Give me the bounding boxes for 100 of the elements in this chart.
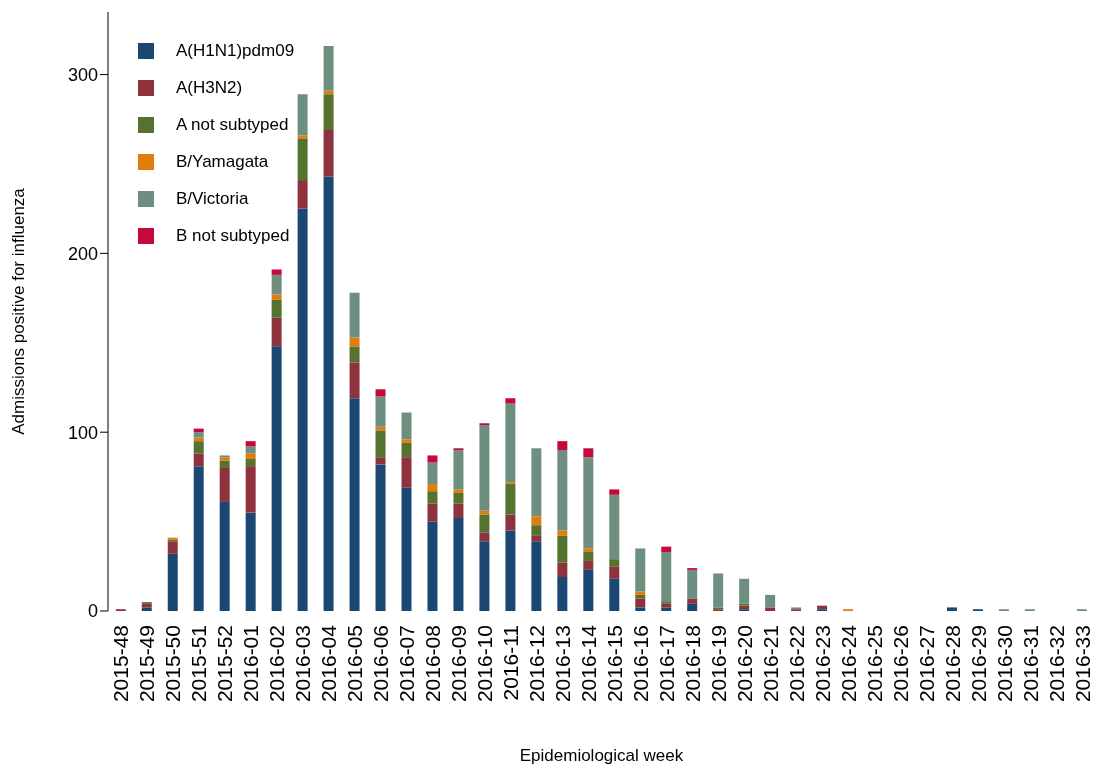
bar	[219, 460, 230, 468]
bar	[946, 607, 957, 611]
bar	[531, 525, 542, 536]
bar	[167, 541, 178, 554]
bar	[401, 457, 412, 488]
bar	[583, 457, 594, 549]
x-tick-label: 2016-33	[1070, 625, 1094, 703]
y-tick-label: 0	[87, 601, 98, 622]
bar	[427, 462, 438, 485]
x-tick-label: 2016-14	[577, 624, 601, 703]
bar	[505, 530, 516, 611]
bar	[323, 176, 334, 611]
bar	[531, 535, 542, 542]
x-tick-label: 2016-24	[836, 624, 860, 703]
bar	[349, 398, 360, 611]
bar	[505, 484, 516, 515]
bar	[661, 546, 672, 552]
x-tick-label: 2016-27	[914, 625, 938, 703]
bar	[531, 516, 542, 526]
bar	[427, 503, 438, 522]
legend-label: A not subtyped	[176, 114, 289, 135]
bar	[427, 455, 438, 463]
bar	[401, 442, 412, 458]
bar	[687, 603, 698, 611]
bar	[193, 432, 204, 438]
x-tick-label: 2016-05	[343, 625, 367, 703]
bar	[557, 441, 568, 451]
bar	[479, 425, 490, 511]
bar	[505, 514, 516, 531]
bar	[349, 337, 360, 347]
legend-label: B/Yamagata	[176, 151, 269, 172]
bar	[219, 501, 230, 611]
bar	[245, 512, 256, 611]
x-tick-label: 2016-20	[732, 625, 756, 703]
bar	[609, 566, 620, 579]
x-tick-label: 2016-26	[888, 625, 912, 703]
bar	[635, 598, 646, 608]
x-tick-label: 2016-06	[369, 625, 393, 703]
legend-label: B/Victoria	[176, 188, 249, 209]
x-tick-label: 2015-48	[109, 625, 133, 703]
bar	[505, 398, 516, 404]
bar	[271, 299, 282, 318]
bar	[271, 269, 282, 275]
x-tick-label: 2016-28	[940, 625, 964, 703]
x-tick-label: 2016-02	[265, 625, 289, 703]
x-tick-label: 2016-15	[602, 625, 626, 703]
x-tick-label: 2016-03	[291, 625, 315, 703]
bar	[401, 487, 412, 611]
bar	[557, 577, 568, 611]
x-tick-label: 2016-21	[758, 625, 782, 703]
x-tick-label: 2015-52	[213, 625, 237, 703]
bar	[635, 548, 646, 592]
x-tick-label: 2016-11	[499, 625, 523, 701]
bar	[479, 514, 490, 533]
bar	[453, 503, 464, 519]
bar	[557, 535, 568, 563]
bar	[141, 607, 152, 611]
y-tick-label: 300	[67, 64, 98, 85]
x-tick-label: 2016-13	[551, 625, 575, 703]
bar	[297, 94, 308, 136]
x-axis-title: Epidemiological week	[519, 746, 684, 765]
bar	[661, 607, 672, 611]
bar	[375, 457, 386, 465]
bar	[401, 412, 412, 440]
bar	[583, 569, 594, 611]
bar	[167, 553, 178, 611]
bar	[583, 548, 594, 552]
bar	[375, 430, 386, 458]
bar	[531, 541, 542, 611]
bar	[609, 578, 620, 611]
x-tick-label: 2016-12	[525, 625, 549, 703]
bar	[245, 446, 256, 454]
x-tick-label: 2016-25	[862, 625, 886, 703]
bar	[401, 439, 412, 443]
bar	[375, 396, 386, 427]
y-tick-label: 200	[67, 243, 98, 264]
bar	[453, 489, 464, 493]
bar	[479, 532, 490, 542]
x-tick-label: 2016-19	[706, 625, 730, 703]
bar	[583, 551, 594, 561]
x-tick-label: 2016-32	[1044, 625, 1068, 703]
bar	[687, 569, 698, 599]
bar	[609, 489, 620, 495]
bar	[453, 450, 464, 490]
bar	[297, 180, 308, 209]
bar	[531, 448, 542, 517]
legend-label: B not subtyped	[176, 225, 290, 246]
bar	[765, 607, 776, 611]
bar	[609, 494, 620, 560]
bar	[271, 317, 282, 347]
y-tick-label: 100	[67, 422, 98, 443]
bar	[375, 464, 386, 611]
legend-label: A(H1N1)pdm09	[176, 40, 295, 61]
bar	[245, 441, 256, 447]
legend-label: A(H3N2)	[176, 77, 243, 98]
bar	[193, 441, 204, 454]
bar	[193, 466, 204, 611]
bar	[323, 94, 334, 131]
bar	[375, 389, 386, 397]
x-tick-label: 2016-23	[810, 625, 834, 703]
